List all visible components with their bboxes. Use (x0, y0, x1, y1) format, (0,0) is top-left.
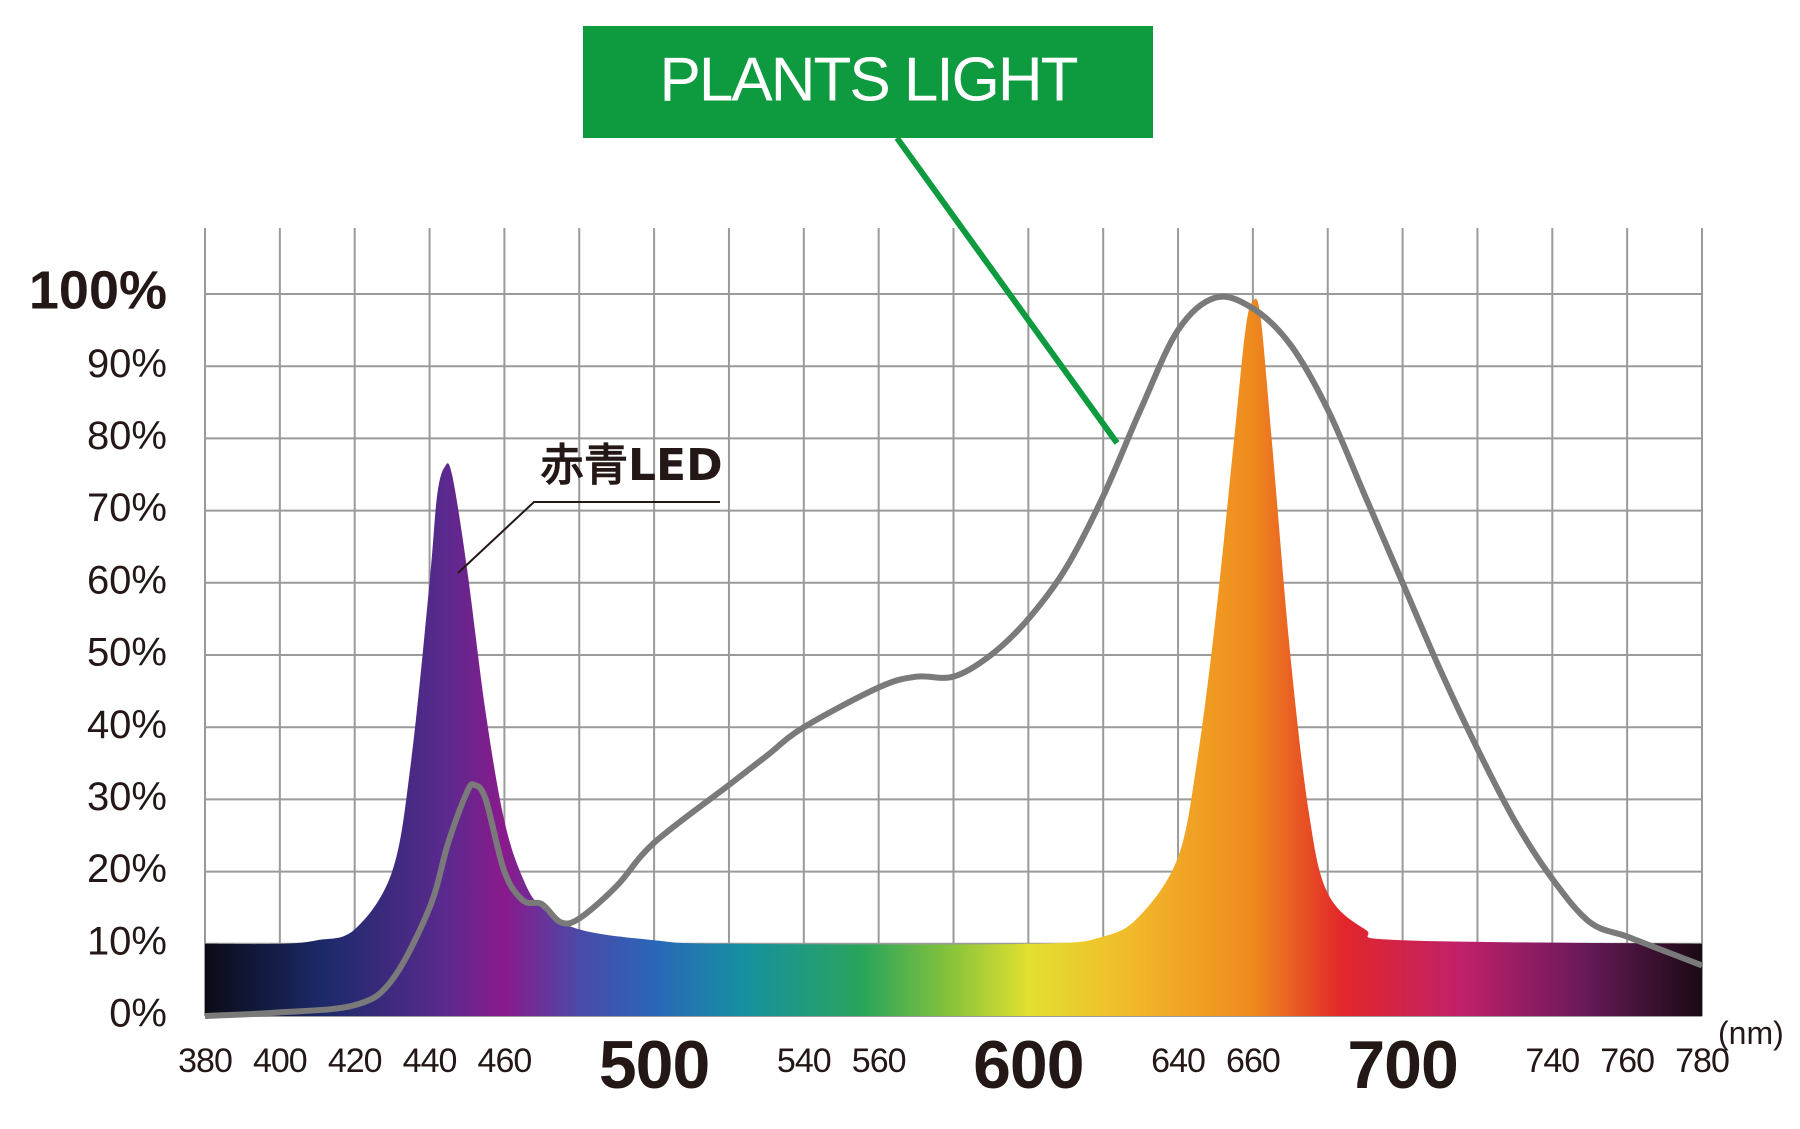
plot (204, 293, 1704, 1019)
label-box (583, 26, 1153, 138)
axes: 0% 10% 20% 30% 40% 50% 60% 70% 80% 90% 100% 380 400 4… (29, 260, 1784, 1103)
y-tick-label: 70% (87, 486, 167, 530)
y-tick-label: 10% (87, 919, 167, 963)
x-tick-label: 760 (1600, 1042, 1654, 1080)
y-tick-label: 60% (87, 558, 167, 602)
x-tick-label: 400 (253, 1042, 307, 1080)
x-tick-label: 540 (777, 1042, 831, 1080)
plants-light-curve (204, 293, 1704, 1019)
y-tick-label: 0% (109, 992, 167, 1036)
x-tick-label: 460 (478, 1042, 532, 1080)
x-tick-label: 560 (852, 1042, 906, 1080)
series-label: PLANTS LIGHT (660, 45, 1078, 114)
x-tick-label: 500 (599, 1027, 709, 1103)
y-tick-label: 80% (87, 414, 167, 458)
series-label: 赤青LED (540, 440, 723, 491)
leader-line (457, 501, 720, 574)
x-tick-label: 740 (1525, 1042, 1579, 1080)
x-tick-label: 640 (1151, 1042, 1205, 1080)
x-tick-label: 440 (403, 1042, 457, 1080)
annotation-led: 赤青LED (457, 440, 723, 574)
y-tick-label: 100% (29, 260, 167, 320)
y-tick-label: 90% (87, 342, 167, 386)
y-tick-label: 40% (87, 703, 167, 747)
x-tick-label: 600 (973, 1027, 1083, 1103)
y-tick-label: 20% (87, 847, 167, 891)
pointer (894, 136, 1120, 445)
x-tick-label: 700 (1347, 1027, 1457, 1103)
annotation-plants-light: PLANTS LIGHT (583, 26, 1153, 445)
x-tick-label: 420 (328, 1042, 382, 1080)
led-spectrum-area (205, 298, 1702, 1016)
y-tick-label: 30% (87, 775, 167, 819)
y-tick-label: 50% (87, 631, 167, 675)
x-tick-label: 780 (1675, 1042, 1729, 1080)
x-tick-label: 660 (1226, 1042, 1280, 1080)
x-tick-label: 380 (178, 1042, 232, 1080)
x-unit: (nm) (1718, 1015, 1784, 1051)
